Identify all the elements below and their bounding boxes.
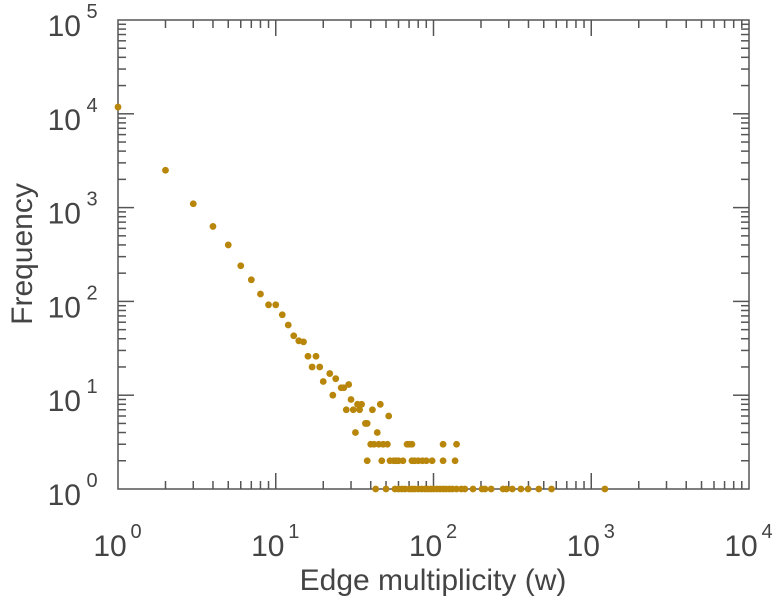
- data-point: [408, 440, 416, 448]
- data-point: [439, 457, 447, 465]
- data-point: [399, 457, 407, 465]
- data-point: [358, 400, 365, 408]
- y-tick-label: 10: [48, 385, 81, 418]
- data-point: [312, 352, 320, 360]
- x-tick-label-exponent: 0: [130, 521, 141, 543]
- x-tick-label: 10: [409, 530, 442, 563]
- data-point: [439, 440, 447, 448]
- data-point: [383, 440, 391, 448]
- data-point: [363, 420, 371, 427]
- data-point: [385, 412, 393, 420]
- data-point: [422, 457, 430, 465]
- data-point: [376, 400, 384, 408]
- y-tick-label: 10: [48, 104, 81, 137]
- data-point: [524, 485, 532, 493]
- data-point: [300, 338, 307, 346]
- data-point: [247, 276, 255, 284]
- y-tick-label-exponent: 2: [86, 282, 97, 304]
- data-point: [290, 332, 298, 340]
- y-tick-label: 10: [48, 479, 81, 512]
- data-point: [237, 262, 245, 270]
- data-point: [451, 457, 459, 465]
- plot-frame: [117, 19, 750, 490]
- tick-labels: 10 0 10 1 10 2 10 3 10 410 010 110 210 310 410 5: [48, 1, 773, 563]
- data-point: [284, 321, 292, 329]
- data-point: [332, 375, 340, 383]
- data-point: [114, 103, 122, 111]
- data-point: [340, 384, 348, 392]
- x-tick-label: 10: [93, 530, 126, 563]
- y-tick-label-exponent: 5: [86, 1, 97, 23]
- axis-ticks: [118, 20, 749, 489]
- data-point: [363, 457, 371, 465]
- data-point: [378, 457, 386, 465]
- data-point: [224, 241, 232, 249]
- data-point: [487, 485, 495, 493]
- x-tick-label-exponent: 3: [604, 521, 615, 543]
- data-point: [453, 440, 460, 448]
- x-tick-label-exponent: 2: [446, 521, 457, 543]
- data-point: [265, 301, 272, 309]
- data-point: [382, 485, 390, 493]
- data-point: [508, 485, 516, 493]
- data-point: [257, 290, 264, 298]
- data-point: [548, 485, 555, 493]
- data-point: [162, 166, 169, 174]
- data-point: [326, 370, 334, 377]
- data-point: [372, 485, 380, 493]
- data-point: [189, 200, 197, 208]
- y-tick-label: 10: [48, 291, 81, 324]
- data-point: [316, 363, 324, 371]
- data-point: [370, 440, 378, 448]
- data-point: [601, 485, 609, 493]
- data-point: [373, 429, 381, 436]
- data-point: [517, 485, 525, 493]
- data-point: [481, 485, 489, 493]
- data-point: [272, 301, 280, 309]
- x-axis-label: Edge multiplicity (w): [300, 564, 567, 597]
- data-point: [345, 381, 353, 388]
- data-point: [428, 457, 436, 465]
- data-point: [369, 406, 376, 414]
- data-point: [278, 311, 286, 319]
- data-point: [319, 378, 327, 385]
- data-point: [461, 485, 469, 493]
- data-point: [349, 406, 357, 414]
- data-point: [469, 485, 477, 493]
- y-tick-label-exponent: 1: [86, 376, 97, 398]
- data-point: [308, 363, 316, 371]
- y-tick-label: 10: [48, 198, 81, 231]
- x-tick-label: 10: [724, 530, 757, 563]
- data-point: [356, 406, 363, 414]
- y-tick-label-exponent: 3: [86, 189, 97, 211]
- y-tick-label-exponent: 0: [86, 470, 97, 492]
- data-point: [453, 485, 460, 493]
- data-point: [352, 429, 359, 436]
- x-tick-label: 10: [567, 530, 600, 563]
- data-points: [114, 103, 609, 493]
- x-tick-label-exponent: 4: [761, 521, 772, 543]
- data-point: [329, 391, 337, 399]
- y-tick-label-exponent: 4: [86, 95, 97, 117]
- data-point: [347, 396, 355, 403]
- data-point: [304, 352, 312, 360]
- data-point: [503, 485, 510, 493]
- data-point: [209, 223, 217, 230]
- y-tick-label: 10: [48, 10, 81, 43]
- x-tick-label: 10: [251, 530, 284, 563]
- data-point: [342, 406, 350, 414]
- data-point: [535, 485, 543, 493]
- x-tick-label-exponent: 1: [288, 521, 299, 543]
- y-axis-label: Frequency: [6, 183, 39, 325]
